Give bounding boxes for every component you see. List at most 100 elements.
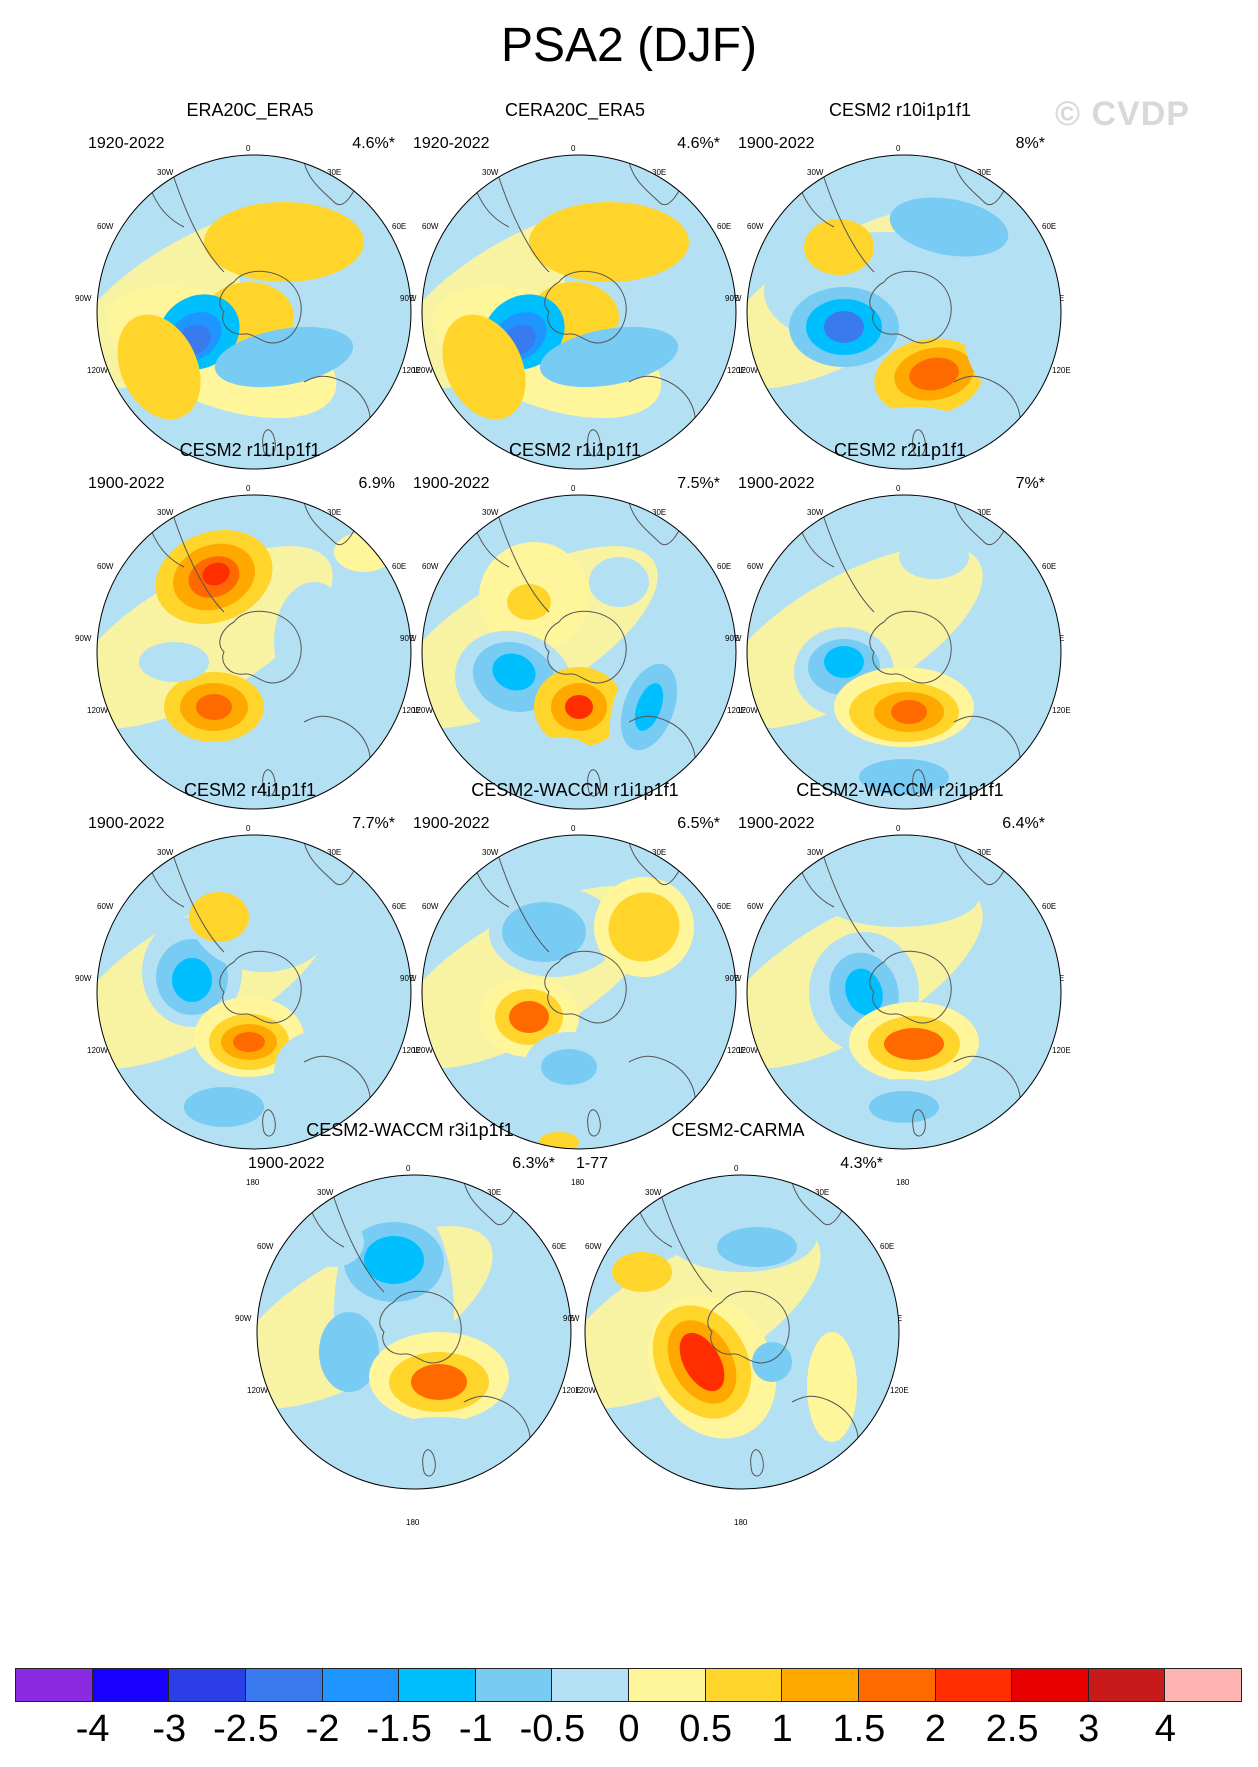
map-boundary [746, 154, 1062, 470]
panel-variance-pct: 6.9% [358, 475, 395, 492]
longitude-label: 30W [157, 848, 174, 857]
longitude-label: 60E [717, 902, 732, 911]
colorbar-tick-label: 0 [618, 1708, 640, 1750]
longitude-label: 60W [585, 1242, 602, 1251]
colorbar-swatch [704, 1668, 783, 1702]
antarctica-coastline [219, 610, 302, 684]
longitude-label: 60W [747, 222, 764, 231]
panel-title: CESM2-WACCM r1i1p1f1 [471, 780, 679, 800]
negative-anomaly-contour [752, 1342, 792, 1382]
positive-anomaly-contour [807, 1332, 857, 1442]
longitude-label: 30E [652, 168, 667, 177]
positive-anomaly-contour [891, 700, 927, 724]
panel-period: 1900-2022 [248, 1155, 325, 1172]
longitude-label: 120E [562, 1386, 581, 1395]
colorbar-swatch [474, 1668, 553, 1702]
longitude-label: 60E [1042, 222, 1057, 231]
negative-anomaly-contour [869, 1091, 939, 1123]
panel-variance-pct: 7%* [1015, 475, 1045, 492]
negative-anomaly-contour [859, 759, 949, 795]
colorbar-tick-label: 1 [771, 1708, 793, 1750]
panel-period: 1-77 [576, 1155, 609, 1172]
colorbar-tick-label: -4 [75, 1708, 110, 1750]
panel-variance-pct: 6.5%* [677, 815, 720, 832]
longitude-label: 60W [97, 562, 114, 571]
longitude-label: 0 [571, 144, 576, 153]
longitude-label: 60W [747, 902, 764, 911]
positive-anomaly-contour [509, 1001, 549, 1033]
negative-anomaly-contour [139, 642, 209, 682]
longitude-label: 120W [412, 366, 433, 375]
colorbar-tick-label: 2 [924, 1708, 947, 1750]
australia-nz-coastline [587, 1055, 696, 1137]
map-boundary [96, 834, 412, 1150]
negative-anomaly-contour [845, 968, 883, 1016]
colorbar-swatch [1087, 1668, 1166, 1702]
panel-period: 1900-2022 [88, 815, 165, 832]
australia-nz-coastline [262, 375, 371, 457]
positive-anomaly-contour [117, 314, 201, 420]
longitude-label: 0 [896, 484, 901, 493]
map-boundary [421, 834, 737, 1150]
longitude-label: 60E [880, 1242, 895, 1251]
australia-nz-coastline [262, 715, 371, 797]
longitude-label: 30E [977, 508, 992, 517]
longitude-label: 0 [896, 824, 901, 833]
negative-anomaly-contour [374, 1417, 504, 1467]
longitude-label: 0 [246, 824, 251, 833]
negative-anomaly-contour [492, 653, 536, 691]
antarctica-coastline [707, 1290, 790, 1364]
colorbar-swatch [321, 1668, 400, 1702]
antarctica-coastline [219, 270, 302, 344]
longitude-label: 0 [571, 484, 576, 493]
longitude-label: 30E [487, 1188, 502, 1197]
australia-nz-coastline [587, 715, 696, 797]
antarctica-coastline [544, 270, 627, 344]
longitude-label: 180 [246, 1178, 260, 1187]
map-panel: CESM2-WACCM r1i1p1f1 1900-2022 6.5%* 0 180 30… [385, 780, 765, 1187]
longitude-label: 120E [727, 1046, 746, 1055]
colorbar-tick-label: -2.5 [213, 1708, 279, 1750]
longitude-label: 60W [257, 1242, 274, 1251]
longitude-label: 30W [807, 848, 824, 857]
panel-variance-pct: 7.5%* [677, 475, 720, 492]
longitude-label: 30E [327, 848, 342, 857]
panel-title: CESM2-WACCM r3i1p1f1 [306, 1120, 514, 1140]
longitude-label: 120E [402, 706, 421, 715]
colorbar-tick-label: 4 [1154, 1708, 1176, 1750]
longitude-label: 90W [400, 974, 417, 983]
negative-anomaly-contour [824, 311, 864, 343]
colorbar-tick-labels: -4 -3 -2.5 -2 -1.5 -1 -0.5 0 0.5 1 1.5 2 2.5 3 4 [16, 1708, 1242, 1758]
longitude-label: 30E [977, 848, 992, 857]
antarctica-coastline [544, 610, 627, 684]
negative-anomaly-contour [634, 683, 664, 731]
map-boundary [96, 154, 412, 470]
panel-title: ERA20C_ERA5 [186, 100, 314, 120]
positive-anomaly-contour [442, 314, 526, 420]
australia-nz-coastline [422, 1395, 531, 1477]
negative-anomaly-contour [256, 698, 322, 786]
antarctica-coastline [544, 950, 627, 1024]
panel-period: 1900-2022 [413, 815, 490, 832]
panel-title: CESM2 r2i1p1f1 [833, 440, 967, 460]
colorbar-tick-label: -1 [458, 1708, 493, 1750]
longitude-label: 0 [246, 484, 251, 493]
longitude-label: 60E [717, 222, 732, 231]
negative-anomaly-contour [274, 1032, 354, 1112]
polar-anomaly-map [746, 494, 1062, 810]
polar-anomaly-map [584, 1174, 900, 1490]
colorbar-swatch [934, 1668, 1013, 1702]
panel-title: CERA20C_ERA5 [504, 100, 646, 120]
panel-title: CESM2 r11i1p1f1 [179, 440, 321, 460]
longitude-label: 120W [737, 366, 758, 375]
colorbar-swatch [398, 1668, 476, 1702]
map-panel: CESM2 r1i1p1f11900-20227.5%*018030W30E60… [385, 440, 765, 847]
negative-anomaly-contour [994, 892, 1054, 972]
australia-nz-coastline [912, 375, 1021, 457]
map-boundary [746, 494, 1062, 810]
longitude-label: 90W [725, 294, 742, 303]
longitude-label: 30W [482, 168, 499, 177]
longitude-label: 90W [75, 974, 92, 983]
antarctica-coastline [379, 1290, 462, 1364]
colorbar-swatch [15, 1668, 93, 1702]
